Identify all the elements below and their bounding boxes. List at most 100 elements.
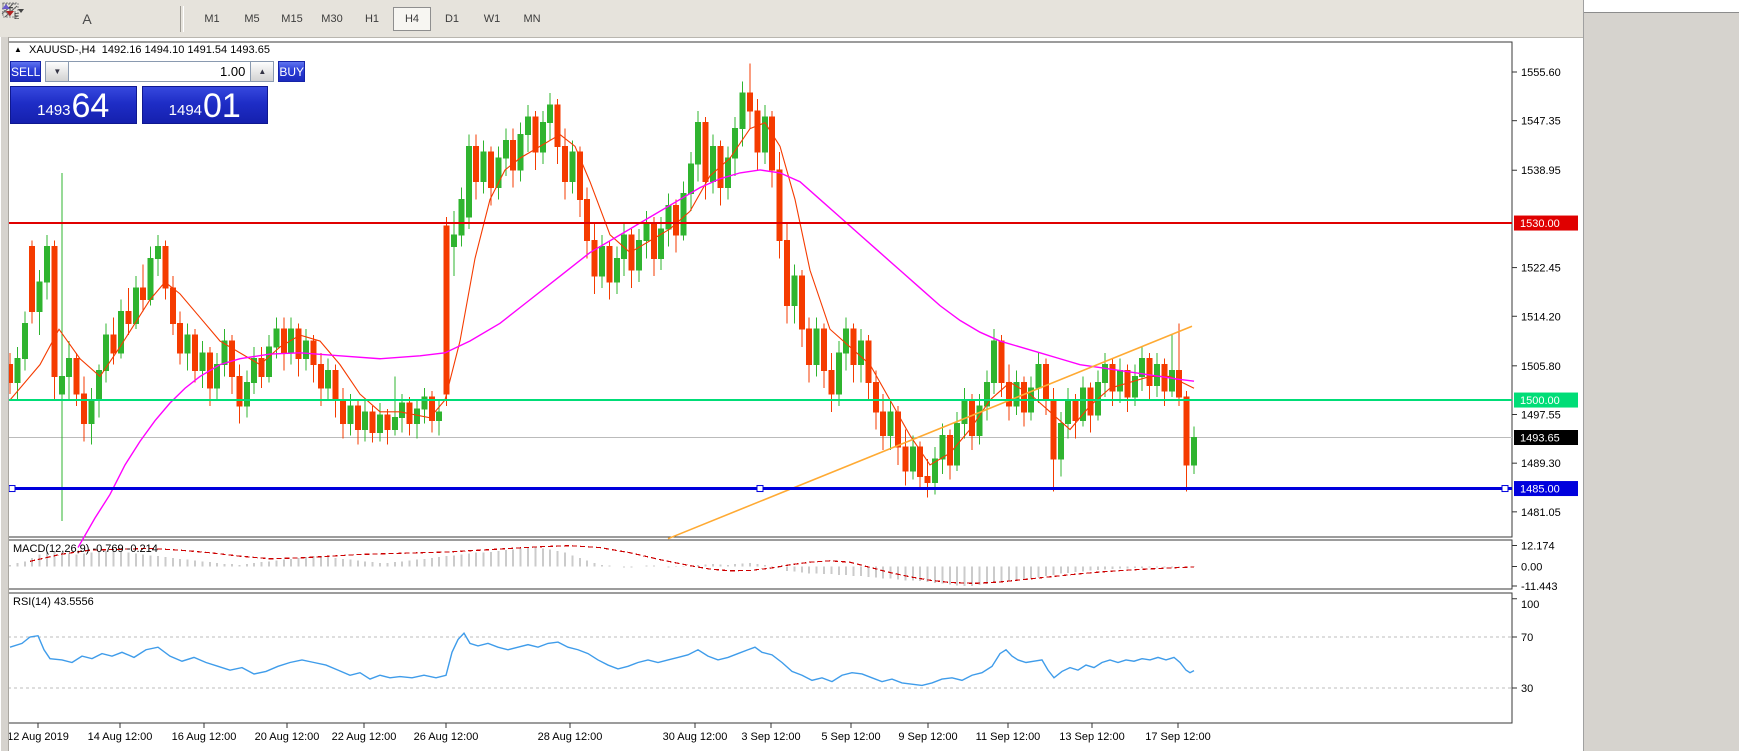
candle-body	[1035, 364, 1042, 389]
candle-body	[280, 328, 287, 354]
candle-body	[821, 328, 827, 372]
candle-body	[177, 322, 184, 354]
ask-price-box[interactable]: 1494 01	[141, 86, 268, 124]
price-axis-label: 1555.60	[1521, 67, 1561, 79]
candle-body	[1080, 387, 1086, 422]
tf-button-M15[interactable]: M15	[281, 12, 303, 25]
candle-body	[399, 402, 406, 419]
candle-body	[132, 287, 139, 324]
candle-body	[44, 246, 50, 283]
hline-handle[interactable]	[756, 485, 764, 493]
volume-input[interactable]	[69, 61, 251, 82]
price-axis-label: 1481.05	[1521, 507, 1561, 519]
volume-decrease-button[interactable]: ▼	[45, 61, 70, 82]
candle-body	[710, 145, 716, 183]
price-axis-label: 1505.80	[1521, 361, 1561, 373]
tf-button-D1[interactable]: D1	[444, 12, 460, 25]
candle-body	[1183, 396, 1190, 466]
candle-body	[362, 411, 369, 431]
candle-body	[983, 381, 990, 407]
candle-body	[1057, 423, 1064, 460]
tf-button-M30[interactable]: M30	[321, 12, 343, 25]
time-axis-label: 26 Aug 12:00	[414, 731, 479, 743]
candle-body	[14, 358, 21, 383]
time-axis-label: 14 Aug 12:00	[88, 731, 153, 743]
candle-body	[21, 322, 28, 360]
ma-fast-line	[9, 122, 1195, 466]
candle-body	[1065, 399, 1072, 425]
candle-body	[562, 145, 568, 183]
candle-body	[673, 204, 679, 236]
time-axis-label: 11 Sep 12:00	[976, 731, 1041, 743]
hline-handle[interactable]	[1501, 485, 1509, 493]
bid-price-small: 1493	[37, 102, 71, 119]
candle-body	[806, 328, 813, 366]
candle-body	[1050, 399, 1057, 460]
tf-button-H4[interactable]: H4	[393, 6, 431, 31]
candle-body	[680, 193, 687, 236]
candle-body	[739, 92, 746, 130]
buy-button[interactable]: BUY	[278, 61, 306, 82]
candle-body	[591, 240, 598, 277]
macd-pane[interactable]	[7, 539, 1513, 590]
tf-button-M1[interactable]: M1	[204, 12, 220, 25]
candle-body	[606, 246, 613, 283]
macd-indicator: 12.174 0.00 -11.443	[9, 541, 1558, 593]
arrows-icon[interactable]	[2, 4, 170, 32]
candle-body	[724, 157, 731, 189]
volume-increase-button[interactable]: ▲	[250, 61, 275, 82]
bid-price-box[interactable]: 1493 64	[10, 86, 137, 124]
candle-body	[843, 328, 850, 354]
collapse-triangle-icon[interactable]: ▲	[14, 45, 22, 54]
market-watch-edge	[1584, 0, 1739, 13]
time-axis-label: 16 Aug 12:00	[172, 731, 237, 743]
candle-body	[1072, 399, 1079, 422]
candle-body	[103, 334, 110, 372]
tf-button-W1[interactable]: W1	[483, 12, 501, 25]
candle-body	[621, 234, 628, 259]
rsi-pane[interactable]	[7, 592, 1513, 724]
time-axis-label: 17 Sep 12:00	[1145, 731, 1210, 743]
tf-button-MN[interactable]: MN	[523, 12, 541, 25]
candle-body	[532, 116, 539, 153]
trendline[interactable]	[667, 325, 1193, 540]
candle-body	[110, 334, 117, 354]
candle-body	[1117, 370, 1123, 392]
right-window-chrome	[1583, 0, 1739, 751]
candle-body	[251, 358, 258, 383]
toolbar-separator	[180, 5, 184, 32]
sell-button[interactable]: SELL	[10, 61, 42, 82]
candle-body	[917, 446, 924, 478]
candle-body	[976, 405, 983, 436]
candle-body	[850, 328, 857, 366]
candle-body	[510, 139, 517, 171]
hline-handle[interactable]	[8, 485, 16, 493]
candle-body	[858, 340, 864, 366]
candle-body	[895, 411, 901, 448]
time-axis-label: 20 Aug 12:00	[255, 731, 320, 743]
candle-body	[303, 340, 309, 360]
candle-body	[140, 287, 147, 301]
candle-body	[66, 358, 73, 377]
candle-body	[414, 408, 420, 425]
price-label-text: 1493.65	[1520, 433, 1560, 445]
candle-body	[1020, 381, 1027, 413]
text-icon[interactable]: A	[82, 10, 92, 27]
candle-body	[258, 358, 265, 377]
candle-body	[539, 122, 546, 153]
price-axis-label: 1489.30	[1521, 458, 1561, 470]
candle-body	[199, 352, 206, 372]
candle-body	[880, 411, 887, 436]
tf-button-M5[interactable]: M5	[244, 12, 260, 25]
tf-button-H1[interactable]: H1	[364, 12, 380, 25]
time-axis-label: 9 Sep 12:00	[898, 731, 957, 743]
candle-body	[887, 411, 894, 436]
candle-body	[502, 139, 509, 159]
candle-body	[613, 257, 620, 283]
candle-body	[769, 116, 776, 171]
candle-body	[377, 414, 383, 433]
candle-body	[332, 370, 339, 401]
candle-body	[924, 476, 931, 484]
